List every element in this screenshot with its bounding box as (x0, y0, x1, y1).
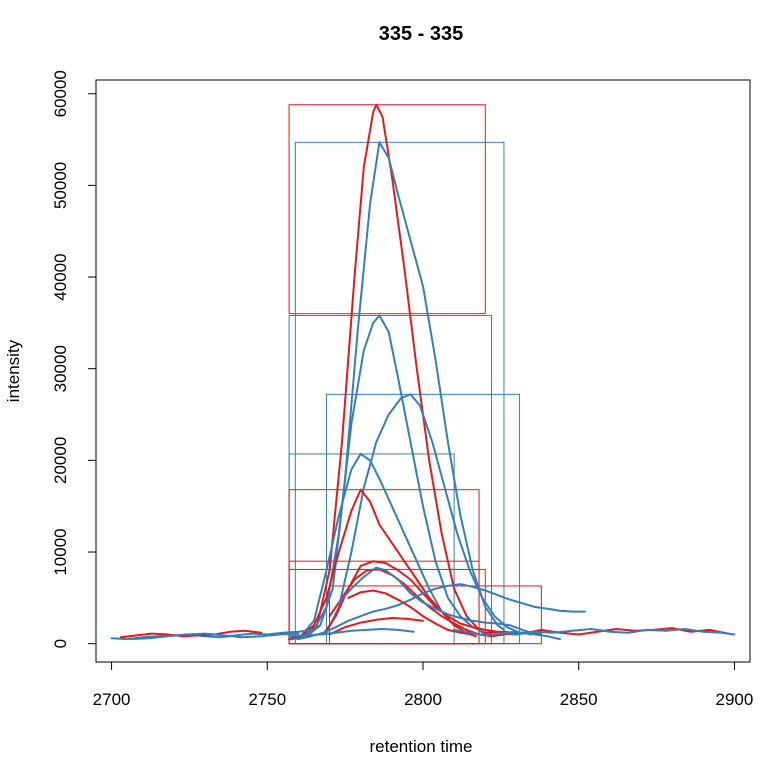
peak-box (325, 393, 521, 645)
x-tick-label: 2900 (716, 690, 754, 709)
series-line (110, 628, 315, 641)
x-tick-label: 2700 (93, 690, 131, 709)
peak-box (288, 104, 486, 315)
chart-title: 335 - 335 (379, 23, 464, 45)
x-axis-label: retention time (370, 737, 473, 756)
series-line (328, 617, 424, 636)
y-tick-label: 50000 (51, 162, 70, 209)
series-line (288, 628, 415, 638)
y-tick-label: 10000 (51, 528, 70, 575)
series-line (294, 141, 505, 641)
y-tick-label: 0 (51, 639, 70, 648)
peak-box (288, 315, 493, 645)
series-line (288, 488, 477, 641)
series-line (288, 452, 456, 641)
y-tick-label: 20000 (51, 437, 70, 484)
y-tick-label: 60000 (51, 70, 70, 117)
series-line (129, 632, 300, 641)
peak-boxes (288, 104, 542, 645)
x-tick-label: 2750 (248, 690, 286, 709)
x-tick-label: 2800 (404, 690, 442, 709)
chromatogram-series (110, 103, 736, 641)
series-line (325, 393, 521, 634)
y-axis-label: intensity (4, 339, 23, 402)
series-line (453, 628, 533, 637)
series-line (297, 583, 586, 641)
y-axis: 0 10000 20000 30000 40000 50000 60000 (51, 70, 97, 648)
series-line (347, 589, 474, 636)
x-tick-label: 2850 (560, 690, 598, 709)
series-line (288, 314, 493, 641)
series-line (119, 629, 263, 639)
series-line (337, 566, 561, 641)
series-line (291, 103, 487, 641)
y-tick-label: 30000 (51, 345, 70, 392)
series-line (328, 568, 481, 636)
x-axis: 2700 2750 2800 2850 2900 (93, 661, 754, 709)
series-line (496, 628, 736, 636)
y-tick-label: 40000 (51, 253, 70, 300)
peak-box (288, 453, 455, 645)
